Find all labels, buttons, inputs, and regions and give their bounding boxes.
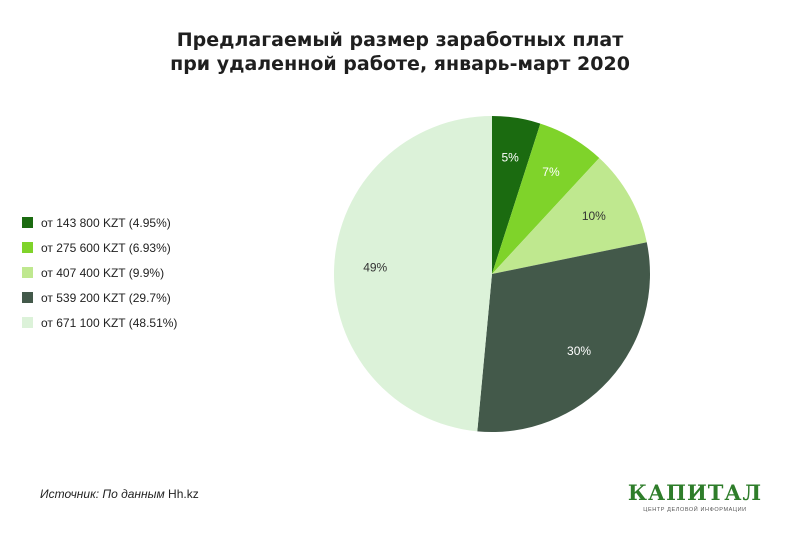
- legend-item: от 407 400 KZT (9.9%): [22, 260, 177, 285]
- chart-legend: от 143 800 KZT (4.95%) от 275 600 KZT (6…: [22, 210, 177, 335]
- legend-swatch: [22, 292, 33, 303]
- logo-subtitle: ЦЕНТР ДЕЛОВОЙ ИНФОРМАЦИИ: [643, 507, 747, 513]
- logo-wordmark: КАПИТАЛ: [627, 480, 763, 505]
- source-label: Источник:: [40, 487, 100, 501]
- pie-slice: [492, 116, 541, 274]
- source-note: Источник: По данным Hh.kz: [40, 487, 199, 501]
- pie-slice: [492, 158, 647, 274]
- pie-slice-label: 7%: [542, 165, 560, 179]
- kapital-logo: КАПИТАЛ ЦЕНТР ДЕЛОВОЙ ИНФОРМАЦИИ: [620, 480, 770, 514]
- legend-label: от 671 100 KZT (48.51%): [41, 315, 178, 330]
- pie-slice-label: 49%: [363, 261, 387, 275]
- source-site: Hh.kz: [168, 487, 199, 501]
- legend-swatch: [22, 217, 33, 228]
- pie-slice-label: 5%: [501, 151, 519, 165]
- legend-label: от 143 800 KZT (4.95%): [41, 215, 171, 230]
- legend-item: от 539 200 KZT (29.7%): [22, 285, 177, 310]
- chart-title: Предлагаемый размер заработных плат при …: [0, 28, 800, 76]
- source-text: По данным: [102, 487, 165, 501]
- chart-title-line-2: при удаленной работе, январь-март 2020: [170, 53, 630, 75]
- legend-item: от 671 100 KZT (48.51%): [22, 310, 177, 335]
- legend-item: от 143 800 KZT (4.95%): [22, 210, 177, 235]
- legend-label: от 539 200 KZT (29.7%): [41, 290, 171, 305]
- legend-item: от 275 600 KZT (6.93%): [22, 235, 177, 260]
- legend-swatch: [22, 267, 33, 278]
- pie-slice-label: 30%: [567, 344, 591, 358]
- pie-slice: [477, 242, 650, 432]
- pie-slice-label: 10%: [582, 209, 606, 223]
- chart-title-line-1: Предлагаемый размер заработных плат: [176, 29, 624, 51]
- legend-swatch: [22, 242, 33, 253]
- pie-slice: [492, 123, 600, 274]
- legend-swatch: [22, 317, 33, 328]
- legend-label: от 407 400 KZT (9.9%): [41, 265, 165, 280]
- legend-label: от 275 600 KZT (6.93%): [41, 240, 171, 255]
- pie-slice: [333, 116, 492, 432]
